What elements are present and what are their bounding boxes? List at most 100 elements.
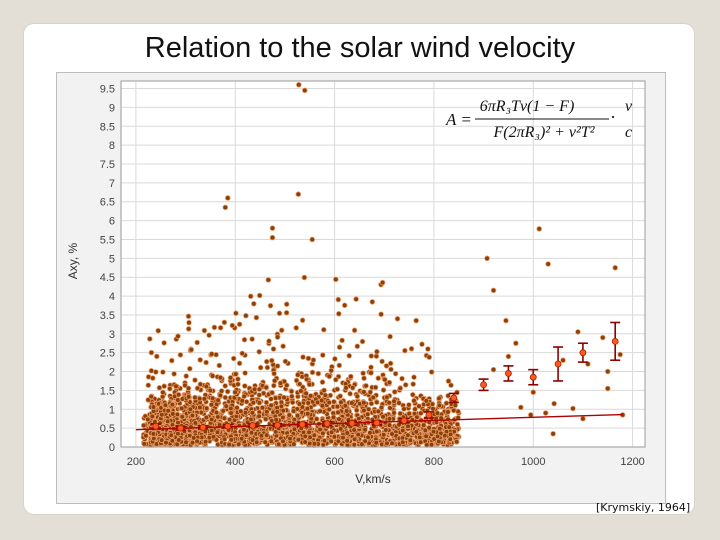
scatter-point (401, 406, 407, 412)
mean-point (373, 419, 381, 427)
scatter-point (326, 373, 333, 380)
scatter-point (272, 395, 279, 401)
y-tick-label: 2 (109, 367, 115, 379)
scatter-point (405, 423, 411, 430)
scatter-point (300, 354, 306, 360)
scatter-point (222, 394, 229, 401)
formula-dot: · (610, 107, 616, 127)
scatter-point (185, 313, 192, 320)
scatter-point (281, 394, 287, 401)
scatter-point (275, 441, 282, 448)
scatter-point (203, 383, 210, 390)
outlier-point (536, 226, 543, 232)
x-tick-label: 200 (127, 456, 145, 468)
scatter-point (397, 410, 404, 417)
scatter-point (342, 402, 349, 409)
scatter-point (387, 333, 393, 340)
scatter-point (428, 369, 435, 375)
scatter-point (249, 409, 256, 416)
scatter-point (338, 399, 344, 406)
outlier-point (505, 353, 512, 360)
outlier-point (550, 430, 556, 437)
scatter-point (391, 410, 397, 416)
scatter-point (307, 393, 314, 399)
scatter-point (233, 310, 239, 317)
scatter-point (408, 345, 415, 352)
scatter-point (185, 385, 192, 392)
scatter-point (192, 394, 198, 401)
scatter-point (389, 440, 395, 447)
scatter-point (420, 422, 427, 428)
scatter-point (158, 437, 165, 443)
scatter-point (236, 321, 243, 328)
scatter-point (334, 403, 341, 410)
scatter-point (361, 375, 367, 382)
scatter-point (387, 405, 393, 411)
scatter-point (321, 437, 328, 444)
scatter-point (321, 387, 327, 394)
scatter-point (344, 430, 351, 436)
scatter-point (280, 343, 286, 350)
scatter-point (386, 399, 393, 406)
scatter-point (280, 407, 287, 414)
scatter-point (243, 312, 249, 319)
scatter-point (372, 384, 379, 391)
scatter-point (256, 413, 262, 420)
scatter-point (423, 398, 430, 404)
scatter-point (388, 366, 394, 373)
scatter-point (145, 382, 152, 389)
scatter-point (346, 352, 353, 359)
scatter-point (268, 396, 274, 402)
scatter-point (353, 407, 360, 414)
scatter-point (238, 435, 245, 442)
scatter-point (351, 427, 357, 433)
y-tick-label: 2.5 (100, 348, 115, 360)
scatter-point (262, 439, 269, 445)
scatter-point (326, 406, 333, 413)
scatter-point (362, 438, 368, 444)
scatter-point (197, 357, 204, 363)
mean-point (400, 417, 408, 424)
scatter-point (413, 429, 420, 435)
scatter-point (341, 302, 348, 309)
scatter-point (365, 406, 372, 413)
scatter-point (263, 384, 270, 391)
scatter-point (436, 425, 443, 432)
scatter-point (251, 386, 258, 393)
scatter-point (175, 430, 181, 437)
scatter-point (174, 411, 181, 418)
scatter-point (417, 439, 424, 446)
scatter-point (290, 408, 297, 414)
scatter-point (197, 404, 203, 411)
scatter-point (265, 277, 272, 283)
scatter-point (256, 292, 263, 299)
scatter-point (256, 400, 263, 406)
scatter-point (289, 393, 295, 400)
scatter-point (277, 380, 284, 386)
scatter-point (379, 358, 385, 365)
scatter-point (340, 434, 346, 441)
scatter-point (391, 398, 397, 405)
scatter-point (320, 326, 327, 333)
scatter-point (235, 376, 241, 382)
scatter-point (228, 405, 234, 412)
scatter-point (423, 433, 429, 440)
scatter-point (241, 393, 247, 400)
scatter-point (145, 416, 151, 423)
scatter-point (354, 393, 361, 400)
scatter-point (226, 441, 232, 448)
scatter-point (387, 360, 394, 367)
scatter-point (168, 432, 174, 439)
formula-lhs: A = (445, 110, 472, 129)
scatter-point (286, 412, 293, 418)
scatter-point (315, 370, 322, 377)
scatter-point (331, 398, 337, 405)
scatter-point (426, 424, 432, 431)
scatter-point (336, 362, 343, 369)
scatter-point (160, 369, 166, 375)
binned-means (150, 321, 621, 432)
scatter-point (339, 337, 345, 344)
scatter-point (336, 344, 343, 351)
scatter-point (335, 296, 342, 303)
scatter-point (228, 410, 234, 416)
